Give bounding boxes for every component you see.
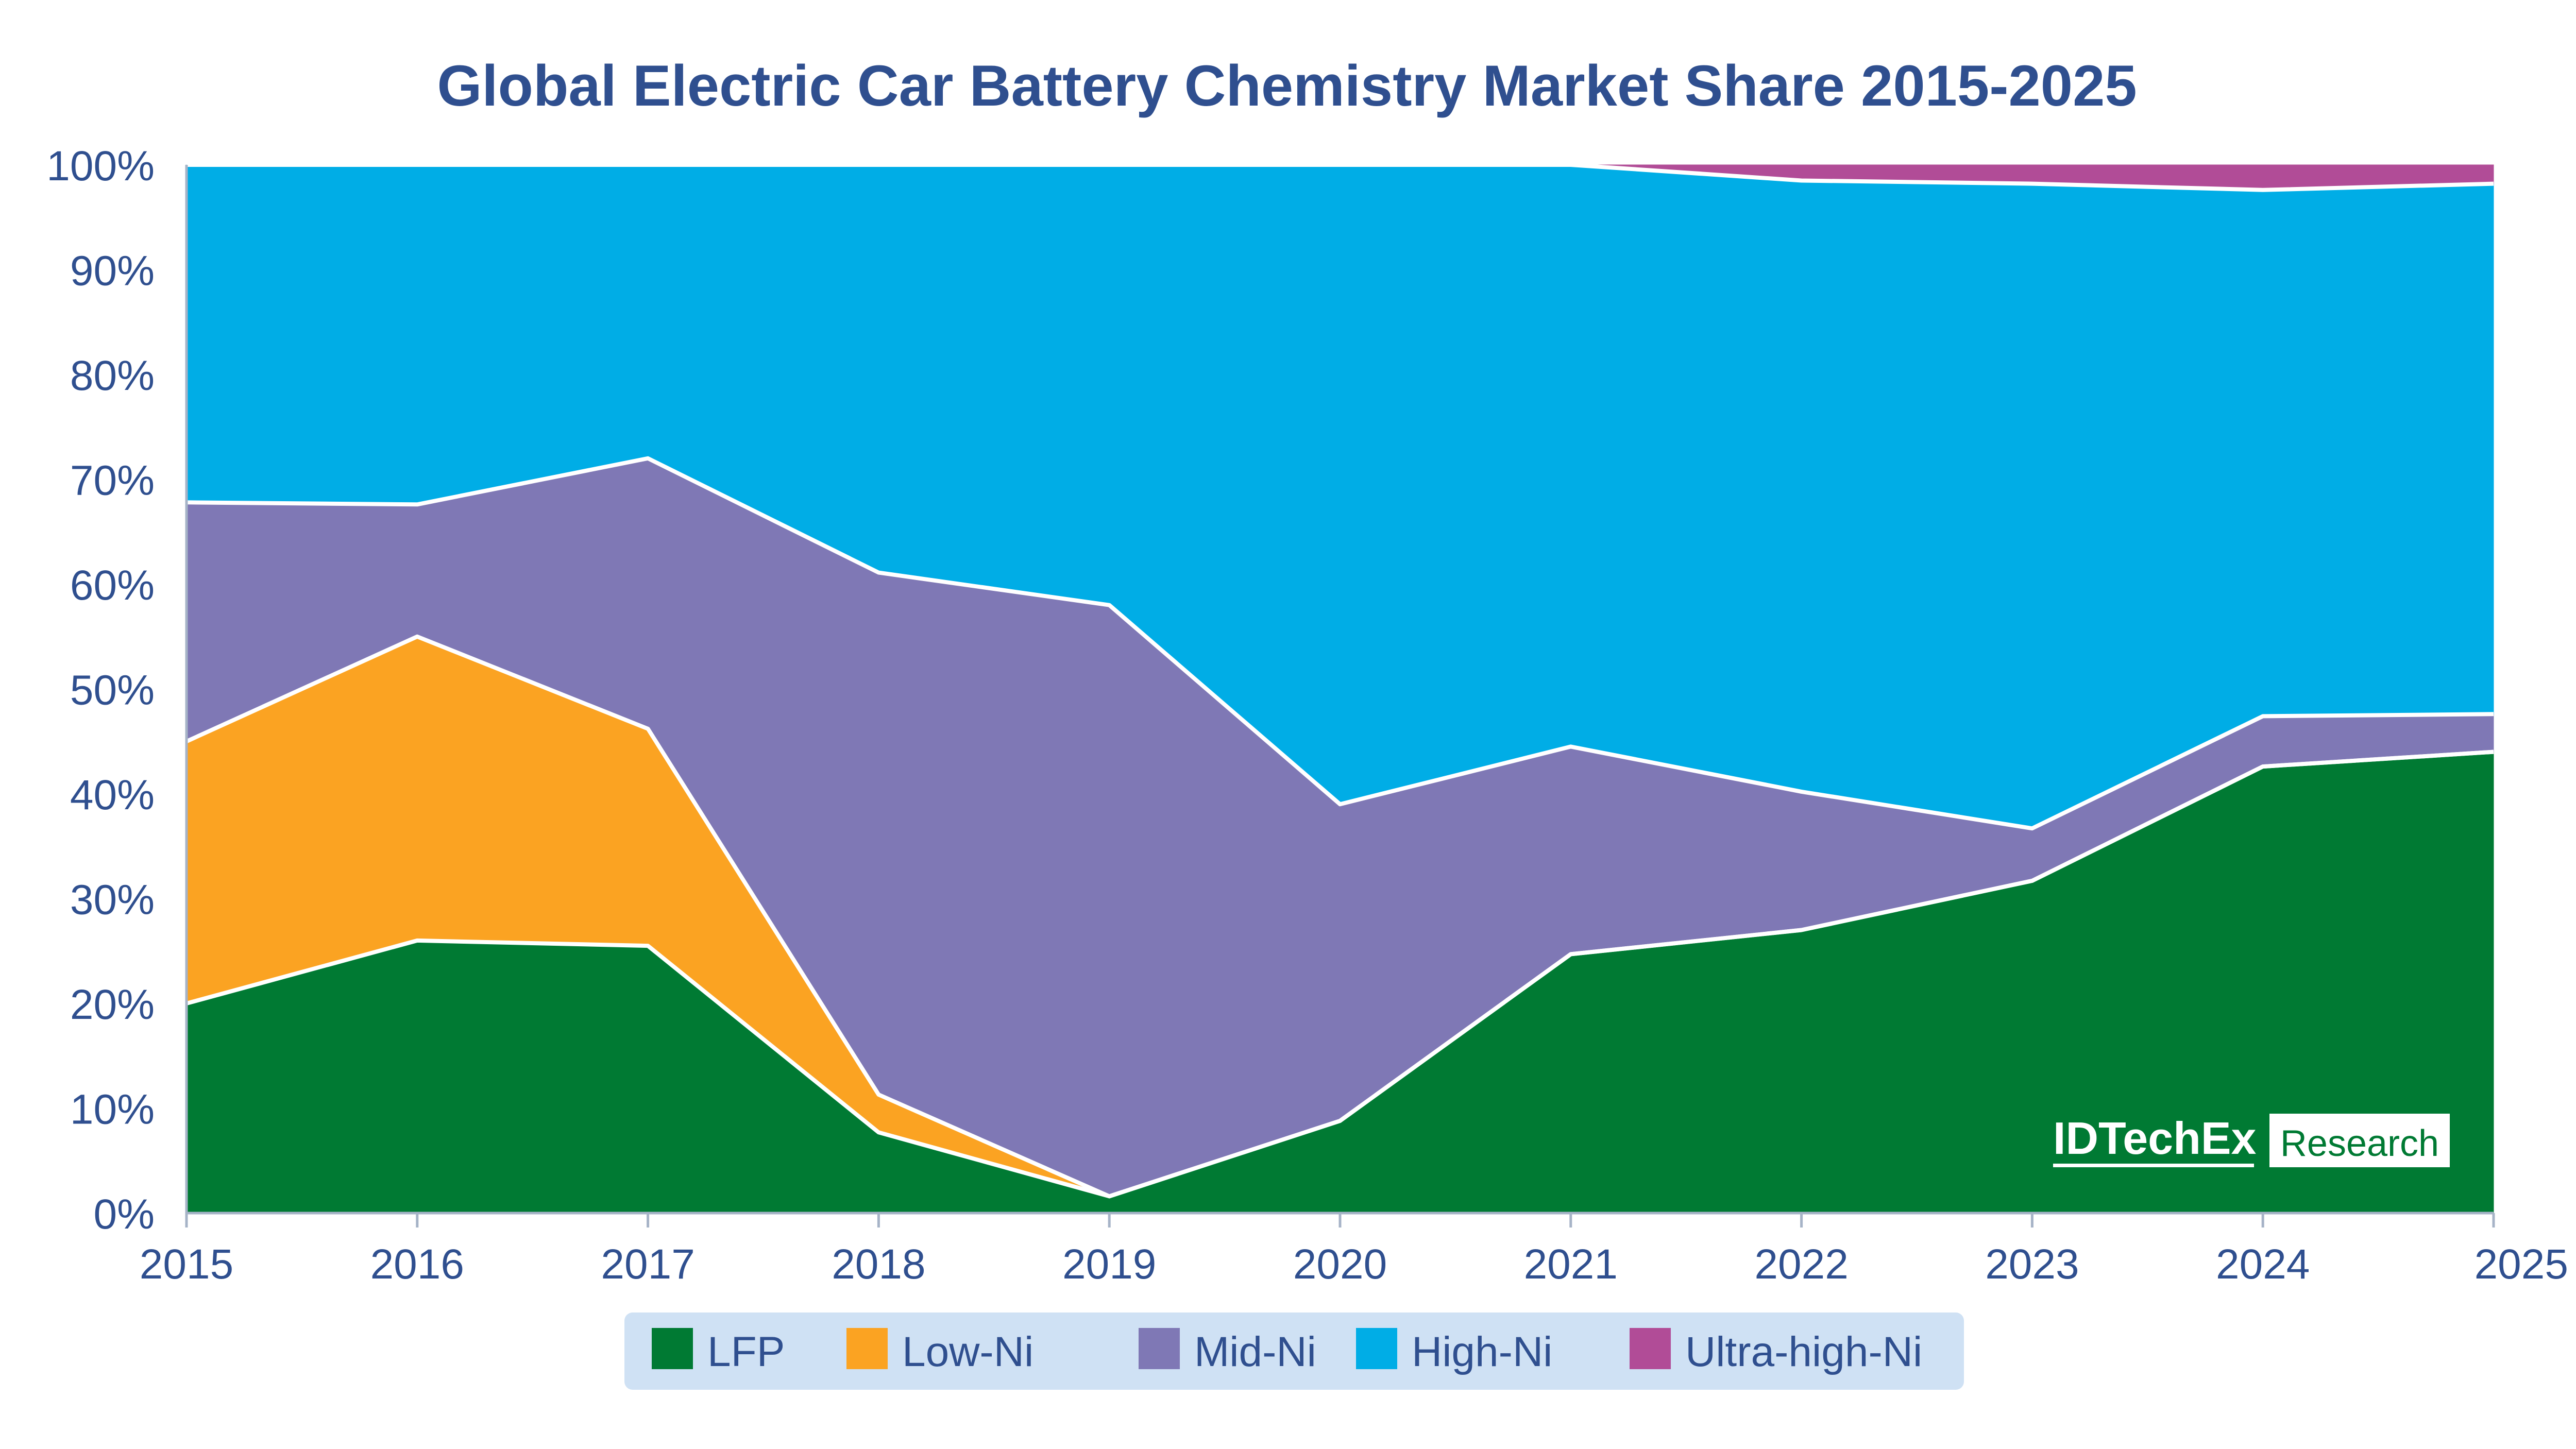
- logo-name: IDTechEx: [2053, 1113, 2257, 1164]
- y-tick-label: 80%: [70, 352, 155, 399]
- legend-background: [624, 1312, 1964, 1390]
- x-tick-label: 2015: [140, 1241, 233, 1288]
- legend-item-mid-ni: Mid-Ni: [1139, 1328, 1316, 1375]
- y-tick-label: 40%: [70, 772, 155, 819]
- y-tick-label: 50%: [70, 667, 155, 714]
- legend-swatch: [1356, 1328, 1397, 1369]
- y-tick-label: 70%: [70, 457, 155, 504]
- x-tick-label: 2017: [601, 1241, 694, 1288]
- x-tick-label: 2018: [832, 1241, 925, 1288]
- x-tick-label: 2020: [1293, 1241, 1387, 1288]
- legend-label: Low-Ni: [902, 1328, 1033, 1375]
- x-tick-label: 2025: [2475, 1241, 2568, 1288]
- boundary-high-ni: [187, 163, 2494, 192]
- legend-swatch: [1630, 1328, 1671, 1369]
- legend-item-lfp: LFP: [652, 1328, 785, 1375]
- chart-title: Global Electric Car Battery Chemistry Ma…: [437, 54, 2137, 118]
- x-tick-label: 2019: [1062, 1241, 1156, 1288]
- plot-area: [186, 164, 2494, 1214]
- legend-swatch: [1139, 1328, 1180, 1369]
- y-tick-label: 90%: [70, 248, 155, 295]
- x-tick-label: 2021: [1524, 1241, 1618, 1288]
- y-tick-label: 20%: [70, 981, 155, 1028]
- logo-tag-box: [2269, 1114, 2450, 1167]
- y-tick-label: 30%: [70, 877, 155, 924]
- x-tick-label: 2024: [2216, 1241, 2310, 1288]
- legend-item-low-ni: Low-Ni: [846, 1328, 1033, 1375]
- legend-swatch: [846, 1328, 888, 1369]
- logo-underline: [2053, 1164, 2254, 1167]
- x-tick-label: 2022: [1754, 1241, 1848, 1288]
- boundary-low-ni: [185, 634, 2494, 1199]
- legend: LFP Low-Ni Mid-Ni High-Ni Ultra-high-Ni: [624, 1312, 1964, 1390]
- idtechex-logo: IDTechEx Research: [2053, 1113, 2450, 1167]
- legend-item-high-ni: High-Ni: [1356, 1328, 1552, 1375]
- y-tick-label: 10%: [70, 1086, 155, 1133]
- legend-label: Mid-Ni: [1194, 1328, 1316, 1375]
- x-tick-label: 2016: [370, 1241, 464, 1288]
- legend-item-ultra-high-ni: Ultra-high-Ni: [1630, 1328, 1922, 1375]
- y-tick-label: 100%: [46, 143, 155, 190]
- legend-label: LFP: [707, 1328, 785, 1375]
- logo-tag: Research: [2280, 1123, 2439, 1164]
- x-tick-label: 2023: [1985, 1241, 2079, 1288]
- legend-label: Ultra-high-Ni: [1685, 1328, 1922, 1375]
- boundary-mid-ni: [186, 456, 2494, 831]
- y-tick-label: 60%: [70, 562, 155, 609]
- legend-swatch: [652, 1328, 693, 1369]
- series-boundaries: [185, 163, 2494, 1199]
- y-tick-label: 0%: [93, 1191, 155, 1238]
- legend-label: High-Ni: [1412, 1328, 1552, 1375]
- axes: 0% 10% 20% 30% 40% 50% 60% 70% 80% 90% 100% 2015 201…: [46, 143, 2568, 1288]
